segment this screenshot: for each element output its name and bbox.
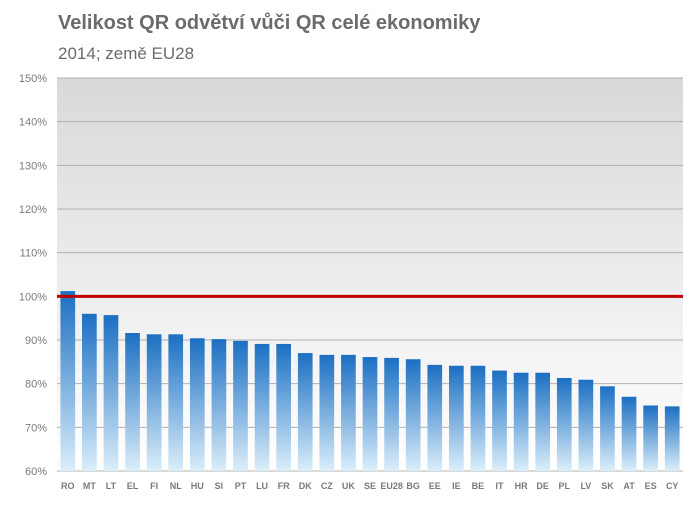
- x-tick-label: SI: [215, 481, 224, 491]
- x-tick-label: UK: [342, 481, 355, 491]
- bar-at: [621, 396, 637, 471]
- y-axis-ticks: 60% 70% 80% 90% 100% 110% 120% 130% 140% 150%: [19, 73, 47, 478]
- bar-eu28: [384, 357, 399, 471]
- bar-fi: [146, 334, 162, 471]
- bar-it: [492, 370, 507, 471]
- x-tick-label: BG: [406, 481, 420, 491]
- x-tick-label: CZ: [321, 481, 333, 491]
- bar-sk: [600, 386, 615, 471]
- chart-subtitle: 2014; země EU28: [58, 44, 195, 63]
- y-tick-label: 110%: [20, 248, 48, 260]
- x-tick-label: IE: [452, 481, 461, 491]
- y-tick-label: 130%: [19, 160, 47, 172]
- x-tick-label: IT: [496, 481, 505, 491]
- bar-hu: [189, 338, 205, 471]
- bar-hr: [513, 372, 529, 471]
- bar-uk: [341, 354, 356, 471]
- y-tick-label: 120%: [19, 204, 47, 216]
- y-tick-label: 70%: [25, 422, 47, 434]
- y-tick-label: 140%: [19, 117, 47, 129]
- x-tick-label: EE: [429, 481, 441, 491]
- bar-lt: [103, 315, 119, 471]
- bar-pl: [556, 377, 572, 471]
- bar-fr: [276, 343, 291, 471]
- bar-dk: [297, 353, 313, 471]
- y-tick-label: 90%: [25, 335, 47, 347]
- bar-es: [643, 405, 658, 471]
- y-tick-label: 60%: [25, 466, 47, 478]
- bar-cz: [319, 354, 335, 471]
- x-axis-ticks: RO MT LT EL FI NL HU SI PT LU FR DK CZ UK SE EU28 BG EE IE…: [61, 481, 678, 491]
- bar-ie: [449, 365, 464, 471]
- x-tick-label: SK: [601, 481, 614, 491]
- bar-el: [125, 333, 140, 471]
- x-tick-label: EU28: [380, 481, 403, 491]
- x-tick-label: DE: [536, 481, 549, 491]
- x-tick-label: PL: [559, 481, 571, 491]
- bar-pt: [233, 340, 248, 471]
- bar-se: [362, 357, 378, 471]
- bar-lv: [578, 379, 594, 471]
- bar-de: [535, 372, 551, 471]
- x-tick-label: HU: [191, 481, 204, 491]
- chart-title: Velikost QR odvětví vůči QR celé ekonomi…: [58, 12, 481, 34]
- x-tick-label: PT: [235, 481, 247, 491]
- bar-lu: [254, 343, 270, 471]
- x-tick-label: BE: [472, 481, 485, 491]
- bar-ro: [60, 291, 76, 471]
- bar-cy: [664, 406, 680, 471]
- bar-nl: [168, 334, 184, 471]
- x-tick-label: EL: [127, 481, 139, 491]
- x-tick-label: FI: [150, 481, 158, 491]
- x-tick-label: LT: [106, 481, 117, 491]
- bars: [60, 291, 680, 471]
- x-tick-label: LV: [580, 481, 591, 491]
- bar-si: [211, 339, 227, 471]
- bar-ee: [427, 364, 443, 471]
- bar-be: [470, 365, 486, 471]
- x-tick-label: DK: [299, 481, 312, 491]
- x-tick-label: NL: [170, 481, 182, 491]
- bar-mt: [82, 313, 97, 471]
- x-tick-label: MT: [83, 481, 96, 491]
- y-tick-label: 100%: [19, 291, 47, 303]
- x-tick-label: CY: [666, 481, 679, 491]
- x-tick-label: HR: [515, 481, 528, 491]
- x-tick-label: SE: [364, 481, 376, 491]
- x-tick-label: ES: [645, 481, 657, 491]
- x-tick-label: AT: [623, 481, 635, 491]
- x-tick-label: FR: [278, 481, 290, 491]
- x-tick-label: RO: [61, 481, 75, 491]
- bar-bg: [405, 359, 421, 471]
- y-tick-label: 80%: [25, 379, 47, 391]
- y-tick-label: 150%: [19, 73, 47, 85]
- x-tick-label: LU: [256, 481, 268, 491]
